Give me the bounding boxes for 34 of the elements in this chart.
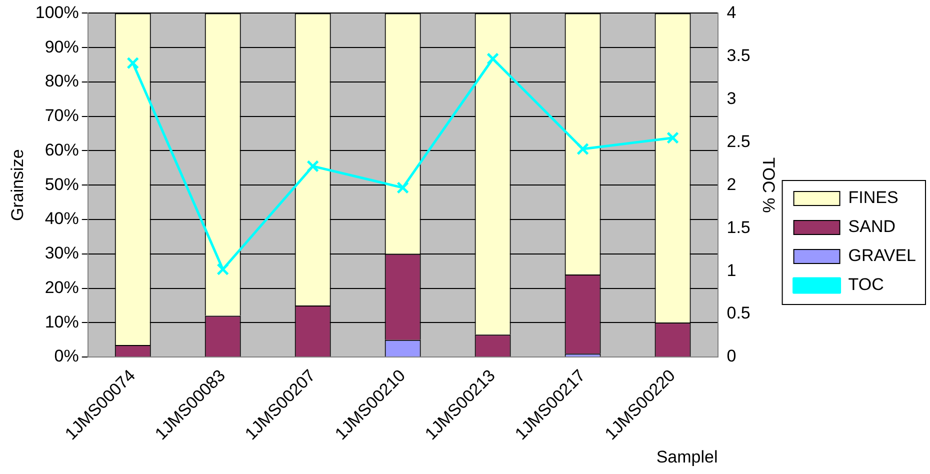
y2-tick-label: 1 [726,260,736,280]
y-tick-label: 50% [44,174,79,194]
point [576,142,589,156]
x-axis-title: Samplel [656,447,718,466]
point [126,56,140,70]
point [486,52,499,65]
y-tick-label: 90% [44,37,79,56]
y-tick-label: 60% [44,140,79,160]
y2-tick-label: 0.5 [726,304,750,323]
y2-axis-title: TOC % [758,157,778,213]
y2-tick-label: 0 [726,346,736,366]
legend-label: FINES [848,188,898,208]
legend-label: SAND [848,217,896,236]
y-tick-label: 0% [54,346,79,366]
point [306,160,320,172]
y-tick-label: 20% [44,278,79,297]
legend-label: GRAVEL [848,246,916,266]
y-tick-label: 70% [44,106,79,126]
y2-tick-label: 2 [726,174,736,194]
point [396,181,410,194]
y-axis-title: Grainsize [8,149,27,222]
y2-tick-label: 1.5 [726,218,750,237]
y2-tick-label: 3 [726,88,736,108]
point [666,132,679,144]
y-tick-label: 30% [44,244,79,263]
y-tick-label: 40% [44,209,79,228]
y2-tick-label: 2.5 [726,132,750,151]
y-tick-label: 10% [44,312,79,332]
point [216,263,230,276]
y-tick-label: 100% [35,2,79,22]
y2-tick-label: 3.5 [726,46,750,65]
legend-label: TOC [848,275,884,294]
y-tick-label: 80% [44,72,79,91]
y2-tick-label: 4 [726,2,736,22]
